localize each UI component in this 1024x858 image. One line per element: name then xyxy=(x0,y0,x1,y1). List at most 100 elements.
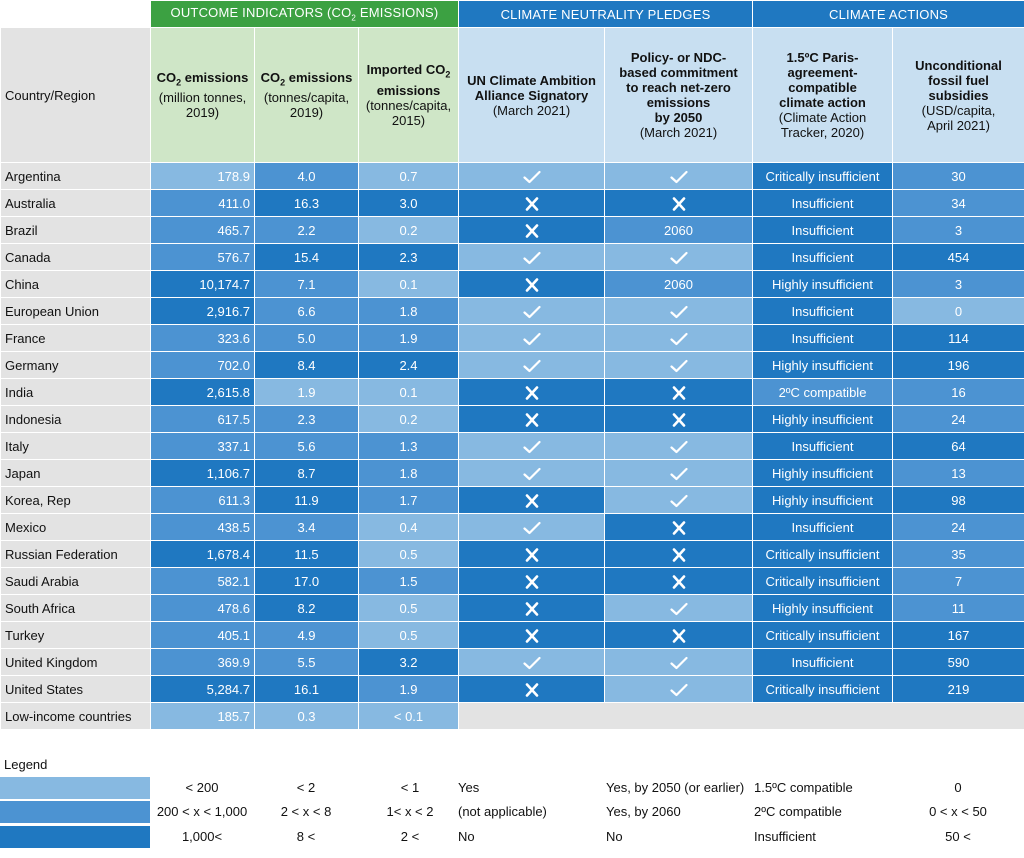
net-zero-policy-year: 2060 xyxy=(603,216,754,244)
table-row: European Union 2,916.7 6.6 1.8 Insufficient 0 xyxy=(0,297,1024,325)
net-zero-policy-check-icon xyxy=(603,459,754,487)
subsidy-value: 16 xyxy=(892,378,1024,406)
net-zero-policy-cross-icon xyxy=(603,405,754,433)
un-alliance-check-icon xyxy=(458,162,605,190)
co2-capita-value: 1.9 xyxy=(254,378,359,406)
co2-capita-value: 4.9 xyxy=(254,621,359,649)
paris-rating: Highly insufficient xyxy=(752,270,894,298)
legend-swatch xyxy=(0,777,150,799)
net-zero-policy-check-icon xyxy=(603,162,754,190)
country-name: United Kingdom xyxy=(0,648,151,676)
table-row: France 323.6 5.0 1.9 Insufficient 114 xyxy=(0,324,1024,352)
table-row: Indonesia 617.5 2.3 0.2 Highly insufficient 2… xyxy=(0,405,1024,433)
co2-total-value: 465.7 xyxy=(150,216,255,244)
imported-co2-value: 0.2 xyxy=(358,216,459,244)
legend-co2-total-label: < 200 xyxy=(185,780,219,795)
country-name: Saudi Arabia xyxy=(0,567,151,595)
country-name: Korea, Rep xyxy=(0,486,151,514)
legend-net-zero-policy-label: No xyxy=(606,829,623,844)
paris-rating: Critically insufficient xyxy=(752,621,894,649)
imported-co2-value: 0.5 xyxy=(358,621,459,649)
legend-net-zero-policy-label: Yes, by 2060 xyxy=(606,804,681,819)
co2-capita-value: 11.9 xyxy=(254,486,359,514)
co2-capita-value: 0.3 xyxy=(254,702,359,730)
table-row: Italy 337.1 5.6 1.3 Insufficient 64 xyxy=(0,432,1024,460)
legend-title: Legend xyxy=(4,757,48,772)
table-row: United States 5,284.7 16.1 1.9 Critically in… xyxy=(0,675,1024,703)
co2-capita-value: 7.1 xyxy=(254,270,359,298)
co2-total-value: 1,678.4 xyxy=(150,540,255,568)
subsidy-value: 11 xyxy=(892,594,1024,622)
paris-rating: Insufficient xyxy=(752,216,894,244)
un-alliance-check-icon xyxy=(458,297,605,325)
paris-rating: Highly insufficient xyxy=(752,459,894,487)
imported-co2-value: 2.3 xyxy=(358,243,459,271)
legend-subsidy-label: 0 xyxy=(954,780,962,795)
un-alliance-cross-icon xyxy=(458,621,605,649)
co2-total-value: 323.6 xyxy=(150,324,255,352)
net-zero-policy-check-icon xyxy=(603,243,754,271)
imported-co2-value: < 0.1 xyxy=(358,702,459,730)
country-name: United States xyxy=(0,675,151,703)
legend-co2-total-label: 200 < x < 1,000 xyxy=(156,804,248,819)
co2-total-value: 1,106.7 xyxy=(150,459,255,487)
subsidy-value: 24 xyxy=(892,513,1024,541)
corner-cell xyxy=(0,0,151,28)
un-alliance-cross-icon xyxy=(458,378,605,406)
legend-un-alliance-label: (not applicable) xyxy=(458,804,547,819)
paris-rating: Critically insufficient xyxy=(752,162,894,190)
country-name: Low-income countries xyxy=(0,702,151,730)
net-zero-policy-year: 2060 xyxy=(603,270,754,298)
table-body: Argentina 178.9 4.0 0.7 Critically insuffici… xyxy=(0,162,1024,730)
subsidy-value: 114 xyxy=(892,324,1024,352)
co2-total-value: 5,284.7 xyxy=(150,675,255,703)
subsidy-value: 3 xyxy=(892,216,1024,244)
paris-rating: Highly insufficient xyxy=(752,405,894,433)
country-name: China xyxy=(0,270,151,298)
paris-rating: Critically insufficient xyxy=(752,540,894,568)
country-name: Russian Federation xyxy=(0,540,151,568)
co2-capita-value: 15.4 xyxy=(254,243,359,271)
country-name: Brazil xyxy=(0,216,151,244)
subsidy-value: 35 xyxy=(892,540,1024,568)
co2-capita-value: 5.0 xyxy=(254,324,359,352)
co2-total-value: 369.9 xyxy=(150,648,255,676)
country-name: Indonesia xyxy=(0,405,151,433)
co2-total-value: 617.5 xyxy=(150,405,255,433)
legend-un-alliance-label: No xyxy=(458,829,475,844)
table-row: Korea, Rep 611.3 11.9 1.7 Highly insufficien… xyxy=(0,486,1024,514)
net-zero-policy-cross-icon xyxy=(603,189,754,217)
country-name: Turkey xyxy=(0,621,151,649)
legend-co2-capita-label: 8 < xyxy=(296,829,316,844)
table-row: Brazil 465.7 2.2 0.2 2060 Insufficient 3 xyxy=(0,216,1024,244)
subsidy-value: 13 xyxy=(892,459,1024,487)
paris-rating: Insufficient xyxy=(752,297,894,325)
net-zero-policy-check-icon xyxy=(603,594,754,622)
col-header-co2-capita: CO2 emissions (tonnes/capita, 2019) xyxy=(254,27,359,163)
un-alliance-check-icon xyxy=(458,351,605,379)
group-header-outcome: OUTCOME INDICATORS (CO2 EMISSIONS) xyxy=(150,0,459,28)
co2-total-value: 411.0 xyxy=(150,189,255,217)
paris-rating: Highly insufficient xyxy=(752,486,894,514)
legend-co2-total-label: 1,000< xyxy=(181,829,223,844)
un-alliance-cross-icon xyxy=(458,675,605,703)
co2-capita-value: 8.2 xyxy=(254,594,359,622)
un-alliance-cross-icon xyxy=(458,405,605,433)
subsidy-value: 3 xyxy=(892,270,1024,298)
co2-total-value: 2,615.8 xyxy=(150,378,255,406)
subsidy-value: 196 xyxy=(892,351,1024,379)
country-name: Japan xyxy=(0,459,151,487)
net-zero-policy-cross-icon xyxy=(603,567,754,595)
un-alliance-cross-icon xyxy=(458,594,605,622)
co2-total-value: 611.3 xyxy=(150,486,255,514)
imported-co2-value: 1.8 xyxy=(358,459,459,487)
un-alliance-cross-icon xyxy=(458,540,605,568)
subsidy-value: 30 xyxy=(892,162,1024,190)
table-row: Germany 702.0 8.4 2.4 Highly insufficient 196 xyxy=(0,351,1024,379)
imported-co2-value: 1.9 xyxy=(358,324,459,352)
un-alliance-check-icon xyxy=(458,459,605,487)
country-name: Mexico xyxy=(0,513,151,541)
table-row: Russian Federation 1,678.4 11.5 0.5 Critical… xyxy=(0,540,1024,568)
group-header-actions: CLIMATE ACTIONS xyxy=(752,0,1024,28)
co2-capita-value: 2.2 xyxy=(254,216,359,244)
